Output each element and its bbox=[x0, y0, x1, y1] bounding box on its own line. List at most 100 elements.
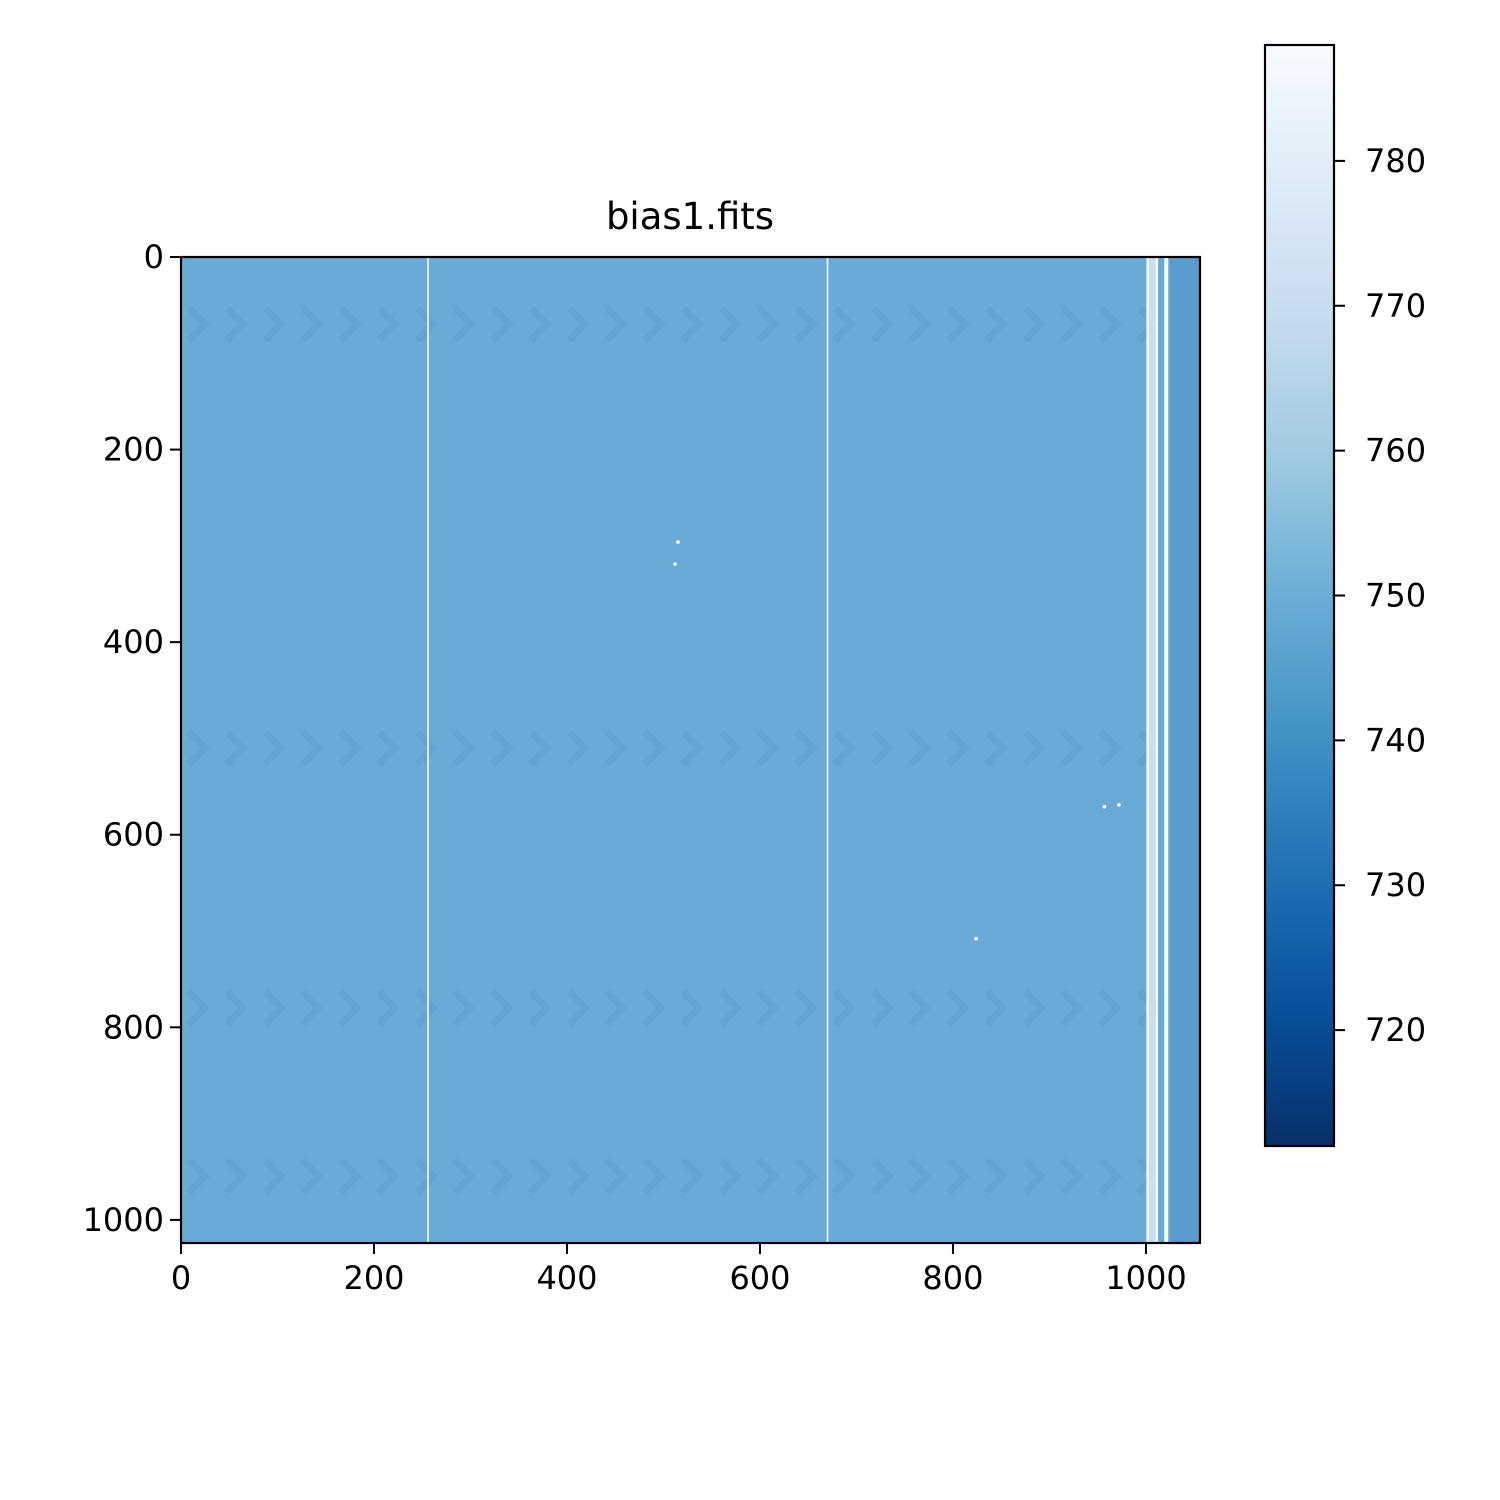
herringbone-chevron bbox=[642, 729, 666, 767]
herringbone-chevron bbox=[680, 989, 704, 1027]
x-axis: 0 200 400 600 800 1000 bbox=[171, 1243, 1187, 1297]
herringbone-chevron bbox=[604, 1158, 628, 1196]
herringbone-chevron bbox=[566, 1158, 590, 1196]
colorbar-tick-label: 720 bbox=[1365, 1011, 1426, 1049]
herringbone-chevron bbox=[984, 729, 1008, 767]
y-tick-label: 200 bbox=[103, 431, 164, 469]
herringbone-chevron bbox=[984, 1158, 1008, 1196]
herringbone-chevron bbox=[376, 1158, 400, 1196]
herringbone-chevron bbox=[984, 989, 1008, 1027]
herringbone-chevron bbox=[870, 305, 894, 343]
bright-columns bbox=[427, 257, 1169, 1243]
herringbone-chevron bbox=[414, 989, 438, 1027]
overscan-strip bbox=[1170, 257, 1200, 1243]
herringbone-chevron bbox=[604, 305, 628, 343]
herringbone-chevron bbox=[186, 305, 210, 343]
colorbar-tick-label: 770 bbox=[1365, 287, 1426, 325]
herringbone-chevron bbox=[756, 989, 780, 1027]
herringbone-chevron bbox=[300, 989, 324, 1027]
herringbone-chevron bbox=[946, 989, 970, 1027]
herringbone-chevron bbox=[414, 305, 438, 343]
herringbone-chevron bbox=[300, 305, 324, 343]
herringbone-chevron bbox=[718, 305, 742, 343]
herringbone-chevron bbox=[1060, 989, 1084, 1027]
hot-pixel bbox=[974, 936, 978, 941]
bright-column bbox=[1146, 257, 1150, 1243]
herringbone-chevron bbox=[1098, 1158, 1122, 1196]
colorbar-tick-label: 780 bbox=[1365, 142, 1426, 180]
herringbone-chevron bbox=[794, 729, 818, 767]
hot-pixel bbox=[1117, 803, 1121, 807]
herringbone-chevron bbox=[870, 1158, 894, 1196]
herringbone-chevron bbox=[946, 1158, 970, 1196]
herringbone-chevron bbox=[490, 1158, 514, 1196]
colorbar-tick-label: 750 bbox=[1365, 577, 1426, 615]
herringbone-chevron bbox=[718, 729, 742, 767]
herringbone-chevron bbox=[946, 729, 970, 767]
herringbone-chevron bbox=[452, 1158, 476, 1196]
y-tick-label: 400 bbox=[103, 623, 164, 661]
herringbone-chevron bbox=[376, 305, 400, 343]
herringbone-chevron bbox=[604, 729, 628, 767]
bright-column bbox=[1164, 257, 1169, 1243]
herringbone-chevron bbox=[528, 729, 552, 767]
herringbone-chevron bbox=[794, 989, 818, 1027]
herringbone-chevron bbox=[1098, 305, 1122, 343]
hot-pixel bbox=[676, 540, 680, 544]
herringbone-chevron bbox=[452, 305, 476, 343]
herringbone-chevron bbox=[224, 305, 248, 343]
herringbone-chevron bbox=[376, 989, 400, 1027]
herringbone-chevron bbox=[1098, 989, 1122, 1027]
x-tick-label: 400 bbox=[536, 1259, 597, 1297]
herringbone-chevron bbox=[566, 305, 590, 343]
hot-pixel bbox=[673, 562, 677, 566]
herringbone-chevron bbox=[262, 305, 286, 343]
herringbone-chevron bbox=[566, 729, 590, 767]
herringbone-chevron bbox=[186, 989, 210, 1027]
herringbone-chevron bbox=[870, 729, 894, 767]
herringbone-chevron bbox=[300, 729, 324, 767]
bright-column bbox=[1155, 257, 1159, 1243]
herringbone-chevron bbox=[1022, 729, 1046, 767]
herringbone-chevron bbox=[414, 1158, 438, 1196]
herringbone-chevron bbox=[262, 729, 286, 767]
herringbone-chevron bbox=[1022, 989, 1046, 1027]
bright-column bbox=[427, 257, 429, 1243]
herringbone-chevron bbox=[490, 989, 514, 1027]
colorbar-tick-label: 760 bbox=[1365, 432, 1426, 470]
herringbone-chevron bbox=[1098, 729, 1122, 767]
herringbone-chevron bbox=[832, 1158, 856, 1196]
herringbone-chevron bbox=[300, 1158, 324, 1196]
herringbone-chevron bbox=[680, 305, 704, 343]
herringbone-chevron bbox=[414, 729, 438, 767]
herringbone-chevron bbox=[756, 305, 780, 343]
herringbone-chevron bbox=[224, 729, 248, 767]
colorbar-axis: 720 730 740 750 760 770 780 bbox=[1334, 142, 1426, 1049]
herringbone-chevron bbox=[528, 1158, 552, 1196]
x-tick-label: 800 bbox=[922, 1259, 983, 1297]
herringbone-chevron bbox=[224, 989, 248, 1027]
herringbone-chevron bbox=[338, 305, 362, 343]
herringbone-chevron bbox=[832, 729, 856, 767]
herringbone-chevron bbox=[338, 989, 362, 1027]
herringbone-chevron bbox=[680, 1158, 704, 1196]
overscan-region bbox=[1170, 257, 1200, 1243]
herringbone-chevron bbox=[338, 729, 362, 767]
y-tick-label: 0 bbox=[144, 238, 164, 276]
herringbone-chevron bbox=[984, 305, 1008, 343]
herringbone-chevron bbox=[908, 729, 932, 767]
herringbone-chevron bbox=[718, 989, 742, 1027]
herringbone-chevron bbox=[946, 305, 970, 343]
plot-area bbox=[181, 257, 1200, 1243]
herringbone-chevron bbox=[452, 729, 476, 767]
y-tick-label: 800 bbox=[103, 1008, 164, 1046]
bright-column bbox=[826, 257, 829, 1243]
herringbone-chevron bbox=[794, 305, 818, 343]
bright-column-band bbox=[1148, 257, 1156, 1243]
x-tick-label: 0 bbox=[171, 1259, 191, 1297]
herringbone-chevron bbox=[642, 989, 666, 1027]
herringbone-chevron bbox=[262, 1158, 286, 1196]
herringbone-chevron bbox=[338, 1158, 362, 1196]
x-tick-label: 1000 bbox=[1105, 1259, 1186, 1297]
